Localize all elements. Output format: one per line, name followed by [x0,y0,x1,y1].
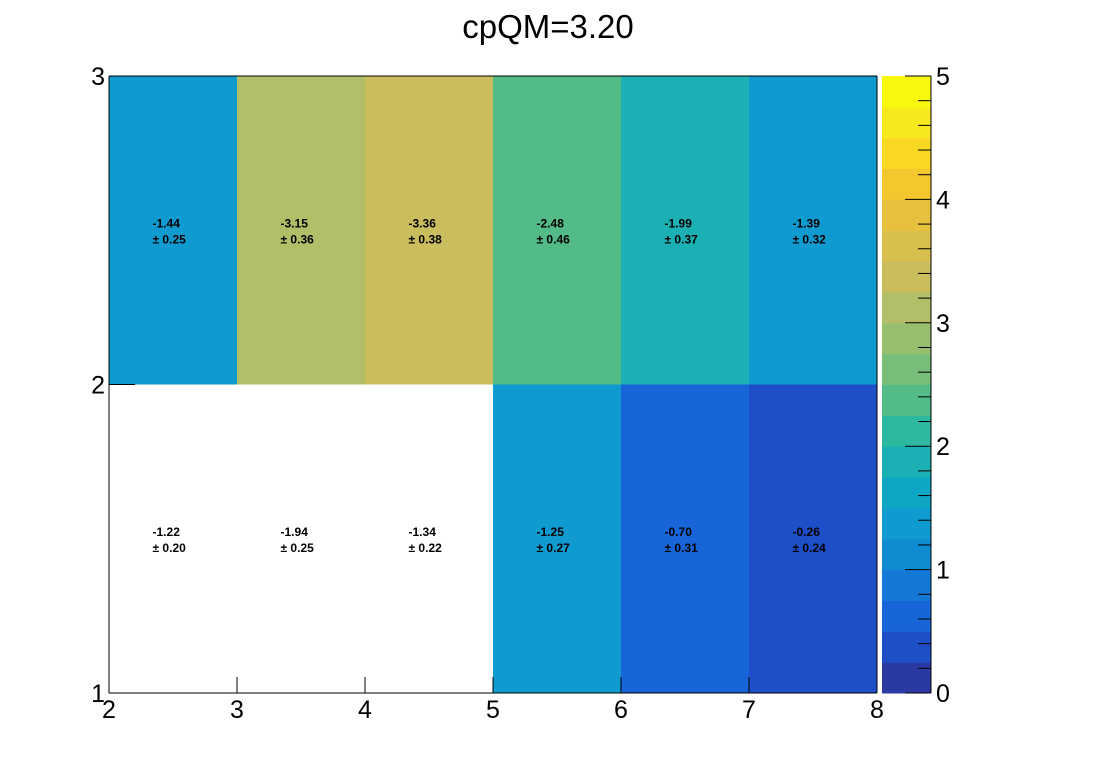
cell-value-label: -1.44 [153,216,181,230]
y-tick-label: 3 [91,63,105,91]
cell-error-label: ± 0.31 [665,541,699,555]
y-tick-label: 1 [91,680,105,708]
cell-value-label: -1.39 [793,216,821,230]
colorbar-swatch [882,662,931,694]
cell-value-label: -1.25 [537,525,565,539]
colorbar-tick-label: 1 [936,557,950,585]
cell-error-label: ± 0.22 [409,541,443,555]
x-tick-label: 8 [870,696,884,724]
heatmap-cell [493,384,621,693]
colorbar-swatch [882,538,931,571]
colorbar-swatch [882,631,931,663]
cell-error-label: ± 0.38 [409,232,443,246]
x-tick-label: 2 [102,696,116,724]
colorbar-swatch [882,569,931,601]
colorbar: 0 1 2 3 4 5 [882,63,950,708]
colorbar-tick-label: 2 [936,433,950,461]
colorbar-tick-label: 5 [936,63,950,91]
cell-error-label: ± 0.25 [281,541,315,555]
cell-value-label: -0.26 [793,525,821,539]
y-tick-label: 2 [91,372,105,400]
colorbar-swatch [882,137,931,170]
cell-value-label: -1.34 [409,525,437,539]
x-tick-label: 4 [358,696,372,724]
cell-value-label: -1.94 [281,525,309,539]
x-tick-label: 6 [614,696,628,724]
cell-error-label: ± 0.46 [537,232,571,246]
x-tick-label: 3 [230,696,244,724]
colorbar-swatch [882,76,931,108]
heatmap-cells [109,76,877,693]
cell-error-label: ± 0.27 [537,541,571,555]
colorbar-swatch [882,168,931,200]
colorbar-swatch [882,415,931,447]
cell-error-label: ± 0.24 [793,541,827,555]
colorbar-swatch [882,600,931,632]
heatmap-cell [109,76,237,385]
heatmap-cell [621,76,749,385]
colorbar-swatch [882,106,931,139]
cell-value-label: -1.22 [153,525,181,539]
colorbar-tick-label: 4 [936,186,950,214]
cell-error-label: ± 0.36 [281,232,315,246]
colorbar-tick-label: 0 [936,680,950,708]
heatmap-cell [493,76,621,385]
colorbar-swatch [882,199,931,231]
cell-error-label: ± 0.37 [665,232,699,246]
colorbar-swatch [882,477,931,509]
colorbar-swatch [882,322,931,355]
cell-value-label: -2.48 [537,216,565,230]
x-tick-label: 7 [742,696,756,724]
colorbar-swatch [882,353,931,385]
chart-title: cpQM=3.20 [462,8,634,45]
heatmap-cell [237,76,365,385]
heatmap-cell [749,384,877,693]
heatmap-cell [621,384,749,693]
heatmap-cell [749,76,877,385]
colorbar-swatch [882,384,931,416]
cell-error-label: ± 0.20 [153,541,187,555]
x-tick-label: 5 [486,696,500,724]
cell-value-label: -0.70 [665,525,693,539]
cell-value-label: -3.15 [281,216,309,230]
colorbar-swatch [882,261,931,293]
colorbar-swatch [882,507,931,540]
colorbar-swatch [882,291,931,324]
colorbar-tick-label: 3 [936,310,950,338]
cell-value-label: -3.36 [409,216,437,230]
heatmap-cell [365,76,493,385]
cell-error-label: ± 0.25 [153,232,187,246]
colorbar-swatch [882,446,931,478]
cell-value-label: -1.99 [665,216,693,230]
cell-labels: -1.44 ± 0.25 -3.15 ± 0.36 -3.36 ± 0.38 -2.48 ± … [153,216,827,555]
colorbar-swatch [882,230,931,262]
cell-error-label: ± 0.32 [793,232,827,246]
